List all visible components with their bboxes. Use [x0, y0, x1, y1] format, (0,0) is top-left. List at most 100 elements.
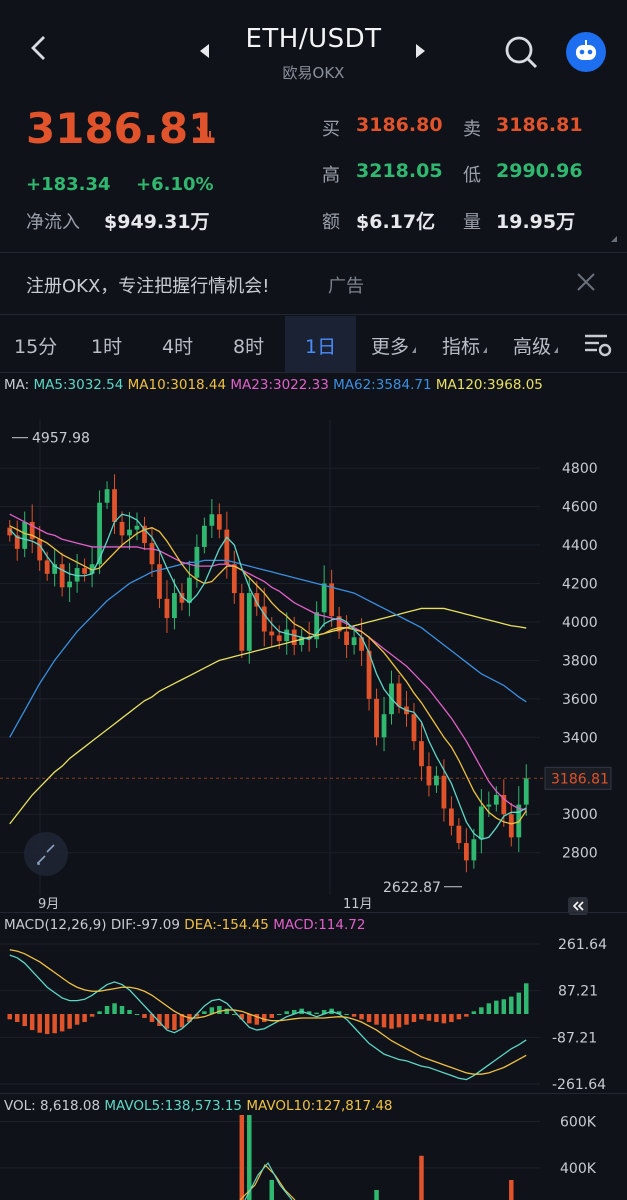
- dea-label: DEA:-154.45: [184, 917, 269, 933]
- y-tick-label: 600K: [560, 1115, 597, 1130]
- candle-body: [261, 606, 267, 632]
- divider: [0, 314, 627, 315]
- tab-indicators[interactable]: 指标: [442, 332, 488, 359]
- candle-body: [449, 808, 454, 826]
- candle-body: [366, 650, 372, 699]
- macd-bar: [509, 996, 514, 1014]
- current-price-tag: [544, 766, 612, 790]
- macd-bar: [456, 1014, 462, 1020]
- macd-bar: [501, 999, 507, 1014]
- macd-bar: [82, 1014, 87, 1023]
- candle-body: [344, 631, 349, 645]
- tab-1d[interactable]: 1日: [305, 336, 337, 358]
- macd-bar: [232, 1014, 237, 1015]
- tab-15m[interactable]: 15分: [14, 336, 58, 358]
- macd-bar: [247, 1014, 252, 1024]
- candle-body: [426, 766, 432, 786]
- candle-body: [486, 804, 492, 807]
- back-button[interactable]: [26, 34, 54, 62]
- candle-body: [269, 631, 275, 636]
- search-button[interactable]: [503, 34, 539, 70]
- macd-bar: [22, 1014, 27, 1027]
- macd-bar: [37, 1014, 42, 1033]
- macd-bar: [239, 1014, 245, 1020]
- ad-banner-text[interactable]: 注册OKX，专注把握行情机会!: [26, 276, 270, 297]
- volume-chart[interactable]: 600K 400K: [0, 1115, 627, 1200]
- divider: [0, 372, 627, 373]
- candlestick-chart[interactable]: 4800 4600 4400 4200 4000 3800 3600 3400 3000 2800…: [0, 420, 627, 895]
- candle-body: [37, 539, 43, 561]
- y-tick-label: 261.64: [558, 937, 607, 953]
- macd-bar: [74, 1014, 80, 1025]
- candle-body: [456, 825, 462, 844]
- macd-title: MACD(12,26,9): [4, 917, 107, 933]
- scroll-to-start-button[interactable]: [568, 897, 588, 915]
- low-label: 低: [463, 165, 481, 186]
- dropdown-corner-icon: [483, 347, 488, 353]
- macd-bar: [172, 1014, 177, 1031]
- macd-bar: [254, 1014, 260, 1025]
- candle-body: [164, 598, 170, 619]
- candle-body: [254, 593, 260, 607]
- candle-body: [44, 560, 50, 574]
- expand-icon: [37, 855, 46, 864]
- macd-bar: [89, 1014, 95, 1017]
- mavol10-line: [239, 1163, 296, 1200]
- macd-bar: [276, 1014, 282, 1015]
- candle-body: [179, 593, 185, 603]
- macd-bar: [284, 1011, 289, 1014]
- macd-bar: [29, 1014, 35, 1031]
- ma120-label: MA120:3968.05: [435, 377, 543, 393]
- tab-1h[interactable]: 1时: [91, 336, 123, 358]
- high-label: 高: [322, 165, 340, 186]
- tab-more[interactable]: 更多: [371, 332, 417, 359]
- assistant-button[interactable]: [566, 32, 606, 72]
- y-tick-label: -87.21: [552, 1030, 597, 1046]
- candle-body: [67, 581, 73, 588]
- ad-close-button[interactable]: [574, 270, 598, 294]
- sell-value: 3186.81: [496, 114, 583, 136]
- volume-bar: [419, 1155, 424, 1200]
- macd-bar: [426, 1014, 432, 1021]
- dif-label: DIF:-97.09: [110, 917, 180, 933]
- candle-body: [441, 775, 447, 809]
- candle-body: [246, 593, 252, 651]
- candle-body: [22, 521, 28, 549]
- tab-4h[interactable]: 4时: [162, 336, 194, 358]
- mavol5-label: MAVOL5:138,573.15: [104, 1098, 243, 1114]
- macd-bar: [524, 983, 529, 1014]
- volume-label: 量: [463, 212, 481, 233]
- y-tick-label: 4800: [562, 461, 598, 477]
- sell-label: 卖: [463, 119, 481, 140]
- buy-value: 3186.80: [356, 114, 443, 136]
- amount-label: 额: [322, 212, 340, 233]
- candle-body: [411, 714, 417, 742]
- macd-bar: [404, 1014, 409, 1025]
- ma-prefix: MA:: [4, 377, 30, 393]
- next-pair-button[interactable]: [416, 44, 425, 58]
- inflow-value: $949.31万: [104, 211, 210, 233]
- candle-body: [434, 775, 439, 786]
- divider: [0, 1093, 627, 1094]
- high-value: 3218.05: [356, 160, 443, 182]
- candle-body: [396, 683, 402, 707]
- expand-corner-icon[interactable]: [611, 236, 617, 242]
- tab-8h[interactable]: 8时: [233, 336, 265, 358]
- tab-advanced[interactable]: 高级: [513, 332, 559, 359]
- y-tick-label: 3600: [562, 692, 598, 708]
- prev-pair-button[interactable]: [200, 44, 209, 58]
- candle-body: [291, 629, 297, 645]
- ma5-line: [9, 513, 527, 840]
- macd-bar: [14, 1014, 20, 1023]
- y-tick-label: 3400: [562, 730, 598, 746]
- chart-settings-button[interactable]: [583, 332, 613, 358]
- macd-bar: [134, 1014, 140, 1015]
- macd-bar: [366, 1014, 372, 1023]
- macd-bar: [127, 1009, 132, 1014]
- close-icon: [577, 273, 595, 291]
- double-chevron-left-icon: [572, 901, 584, 911]
- pair-title[interactable]: ETH/USDT: [245, 24, 382, 54]
- ma23-line: [9, 513, 527, 811]
- ma62-line: [9, 559, 527, 738]
- macd-chart[interactable]: 261.64 87.21 -87.21 -261.64: [0, 936, 627, 1092]
